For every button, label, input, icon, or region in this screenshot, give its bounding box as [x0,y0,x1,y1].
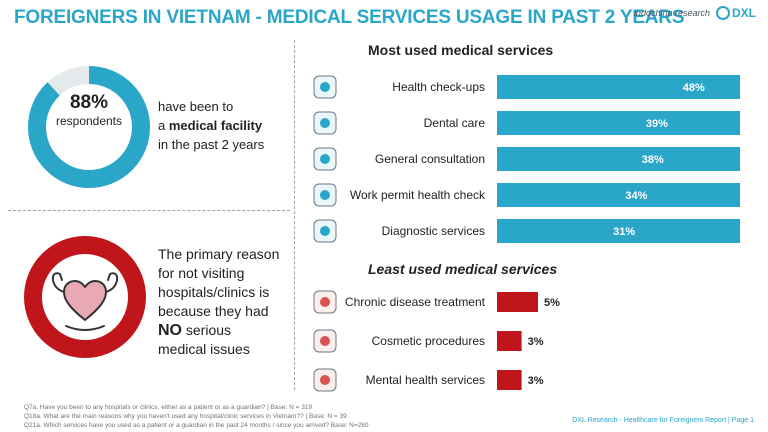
heart-mind-icon [313,368,337,392]
visited-stat: 88% respondents [34,92,144,128]
value-label: 39% [646,118,668,130]
value-label: 48% [683,82,705,94]
reason-ring [24,236,146,358]
category-label: Health check-ups [392,80,485,94]
vertical-divider [294,40,295,390]
value-label: 3% [528,375,544,387]
category-label: General consultation [375,152,485,166]
footnotes: Q7a. Have you been to any hospitals or c… [24,403,369,430]
footnote-2: Q18a. What are the main reasons why you … [24,413,347,420]
category-label: Mental health services [366,373,485,387]
least-used-title: Least used medical services [368,261,558,277]
strong-heart-icon [51,272,119,331]
cosmetic-face-icon [313,329,337,353]
footer-page: DXL Research - Healthcare for Foreigners… [572,417,754,424]
bar [497,111,740,135]
clipboard-check-icon [313,75,337,99]
most-used-title: Most used medical services [368,42,554,58]
horizontal-divider [8,210,290,211]
lab-flask-icon [313,219,337,243]
footnote-1: Q7a. Have you been to any hospitals or c… [24,404,313,411]
bar [497,292,538,312]
bar [497,219,740,243]
page-title: FOREIGNERS IN VIETNAM - MEDICAL SERVICES… [14,7,685,28]
visited-percent: 88% [69,92,109,113]
id-card-icon [313,183,337,207]
value-label: 5% [544,297,560,309]
bar [497,75,740,99]
indochina-research-logo: indochina research [633,8,710,18]
bar [497,331,522,351]
brand-logos: indochina research DXL [634,6,756,20]
value-label: 31% [613,226,635,238]
bar [497,147,740,171]
person-chronic-icon [313,290,337,314]
dxl-logo: DXL [716,6,756,20]
value-label: 38% [642,154,664,166]
visited-donut-arc [28,66,150,188]
footnote-3: Q21a. Which services have you used as a … [24,422,369,429]
category-label: Dental care [424,116,486,130]
category-label: Diagnostic services [382,224,485,238]
visited-description: have been to a medical facility in the p… [158,99,265,152]
services-chart: Health check-ups 48% Dental care 39% General… [313,75,740,392]
tooth-icon [313,111,337,135]
bar [497,370,522,390]
value-label: 3% [528,336,544,348]
reason-description: The primary reason for not visiting hosp… [158,246,280,357]
visited-donut [28,66,150,188]
category-label: Work permit health check [350,188,486,202]
category-label: Cosmetic procedures [372,334,485,348]
bar [497,183,740,207]
dxl-ring-icon [716,6,730,20]
visited-respondents-label: respondents [55,114,123,128]
doctor-consult-icon [313,147,337,171]
category-label: Chronic disease treatment [345,295,486,309]
value-label: 34% [625,190,647,202]
